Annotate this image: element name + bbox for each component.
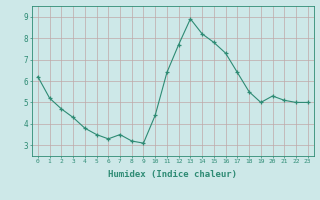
- X-axis label: Humidex (Indice chaleur): Humidex (Indice chaleur): [108, 170, 237, 179]
